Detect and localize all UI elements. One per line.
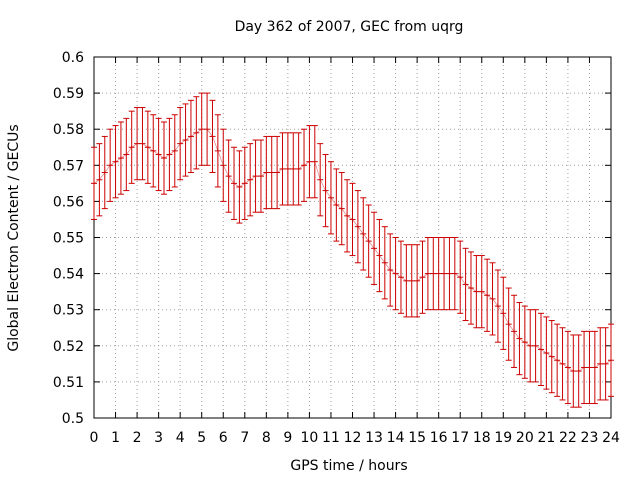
y-tick-label: 0.56	[53, 194, 84, 210]
x-tick-label: 4	[176, 430, 185, 446]
x-tick-label: 3	[154, 430, 163, 446]
x-tick-label: 0	[90, 430, 99, 446]
x-tick-label: 18	[473, 430, 491, 446]
series-group	[91, 92, 614, 408]
y-tick-label: 0.53	[53, 303, 84, 319]
x-tick-label: 1	[111, 430, 120, 446]
y-tick-label: 0.54	[53, 267, 84, 283]
x-tick-label: 7	[240, 430, 249, 446]
chart-title: Day 362 of 2007, GEC from uqrg	[235, 19, 464, 35]
axis-ticks: 0.5 0.51 0.52 0.53 0.54 0.55 0.56 0.57 0.58 0.59 0…	[53, 50, 620, 446]
x-tick-label: 11	[322, 430, 340, 446]
series-line	[93, 128, 612, 372]
x-axis-label: GPS time / hours	[290, 458, 407, 474]
x-tick-label: 13	[365, 430, 383, 446]
y-tick-label: 0.51	[53, 375, 84, 391]
x-tick-label: 12	[344, 430, 362, 446]
x-tick-label: 8	[262, 430, 271, 446]
y-tick-label: 0.58	[53, 122, 84, 138]
x-tick-label: 14	[387, 430, 405, 446]
x-tick-label: 5	[197, 430, 206, 446]
x-tick-label: 17	[451, 430, 469, 446]
x-tick-label: 16	[430, 430, 448, 446]
x-tick-label: 19	[494, 430, 512, 446]
x-tick-label: 6	[219, 430, 228, 446]
x-tick-label: 24	[602, 430, 620, 446]
x-tick-label: 2	[133, 430, 142, 446]
x-tick-label: 21	[537, 430, 555, 446]
x-tick-label: 22	[559, 430, 577, 446]
y-tick-label: 0.6	[62, 50, 84, 66]
y-tick-label: 0.59	[53, 86, 84, 102]
x-tick-label: 10	[301, 430, 319, 446]
x-tick-label: 23	[581, 430, 599, 446]
y-tick-label: 0.52	[53, 339, 84, 355]
x-tick-label: 20	[516, 430, 534, 446]
y-axis-label: Global Electron Content / GECUs	[6, 124, 22, 351]
x-tick-label: 15	[408, 430, 426, 446]
x-tick-label: 9	[283, 430, 292, 446]
y-tick-label: 0.57	[53, 158, 84, 174]
y-tick-label: 0.5	[62, 411, 84, 427]
y-tick-label: 0.55	[53, 231, 84, 247]
